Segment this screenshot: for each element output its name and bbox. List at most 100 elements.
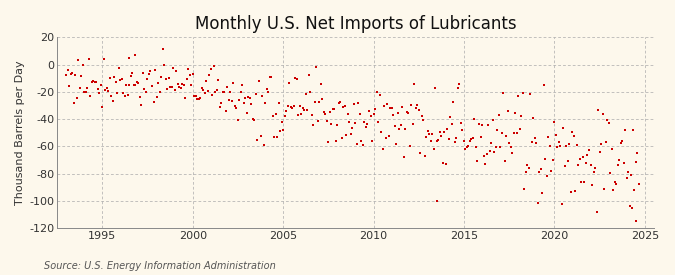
Point — [555, 144, 566, 148]
Point — [177, 82, 188, 86]
Point — [184, 73, 195, 78]
Point — [320, 112, 331, 116]
Point — [385, 106, 396, 111]
Point — [508, 130, 519, 135]
Point — [421, 135, 431, 139]
Point — [615, 141, 626, 145]
Point — [606, 147, 617, 151]
Point — [192, 97, 202, 101]
Point — [556, 201, 567, 206]
Point — [427, 132, 437, 136]
Point — [517, 91, 528, 95]
Point — [578, 155, 589, 160]
Point — [234, 98, 245, 102]
Point — [346, 132, 356, 136]
Point — [154, 89, 165, 94]
Point — [458, 139, 469, 144]
Point — [276, 120, 287, 125]
Point — [365, 114, 376, 118]
Point — [183, 67, 194, 71]
Point — [232, 118, 243, 122]
Point — [506, 145, 516, 149]
Point — [612, 163, 623, 167]
Point — [249, 118, 260, 123]
Point — [196, 85, 207, 90]
Point — [403, 111, 414, 115]
Point — [173, 85, 184, 90]
Point — [73, 58, 84, 62]
Point — [520, 169, 531, 174]
Point — [67, 71, 78, 75]
Point — [217, 90, 228, 94]
Point — [585, 163, 596, 167]
Point — [292, 77, 302, 81]
Point — [409, 82, 420, 86]
Point — [309, 100, 320, 104]
Point — [472, 158, 483, 163]
Point — [470, 145, 481, 149]
Point — [250, 92, 261, 96]
Point — [377, 147, 388, 152]
Point — [86, 80, 97, 84]
Point — [236, 90, 246, 95]
Point — [62, 68, 73, 72]
Point — [242, 111, 252, 116]
Point — [437, 160, 448, 165]
Point — [529, 136, 540, 141]
Point — [610, 179, 620, 184]
Point — [88, 79, 99, 83]
Point — [367, 138, 377, 143]
Point — [387, 113, 398, 117]
Point — [270, 112, 281, 117]
Point — [117, 77, 128, 81]
Point — [435, 130, 446, 134]
Point — [237, 83, 248, 87]
Point — [502, 109, 513, 113]
Point — [415, 150, 426, 155]
Point — [632, 151, 643, 155]
Point — [243, 95, 254, 100]
Point — [352, 141, 362, 146]
Point — [539, 83, 549, 88]
Point — [617, 139, 628, 144]
Point — [113, 66, 124, 70]
Point — [605, 171, 616, 175]
Point — [219, 90, 230, 95]
Point — [549, 119, 560, 124]
Point — [187, 72, 198, 76]
Point — [576, 180, 587, 184]
Point — [145, 69, 156, 73]
Point — [436, 133, 447, 138]
Point — [614, 158, 624, 162]
Point — [469, 117, 480, 122]
Point — [627, 128, 638, 132]
Point — [621, 176, 632, 180]
Point — [336, 136, 347, 140]
Point — [526, 140, 537, 145]
Point — [246, 102, 257, 106]
Point — [580, 161, 591, 165]
Point — [193, 97, 204, 101]
Point — [198, 87, 209, 92]
Point — [397, 105, 408, 109]
Point — [478, 154, 489, 159]
Point — [480, 162, 491, 167]
Point — [368, 112, 379, 117]
Point — [302, 108, 313, 112]
Point — [624, 204, 635, 208]
Point — [299, 108, 310, 112]
Point — [308, 123, 319, 127]
Point — [401, 110, 412, 114]
Point — [373, 119, 383, 124]
Point — [144, 72, 155, 76]
Point — [190, 94, 201, 98]
Point — [287, 106, 298, 110]
Point — [256, 94, 267, 98]
Point — [608, 188, 618, 192]
Point — [72, 96, 82, 100]
Point — [107, 98, 118, 103]
Point — [456, 121, 466, 125]
Point — [225, 90, 236, 94]
Point — [166, 85, 177, 89]
Point — [464, 139, 475, 143]
